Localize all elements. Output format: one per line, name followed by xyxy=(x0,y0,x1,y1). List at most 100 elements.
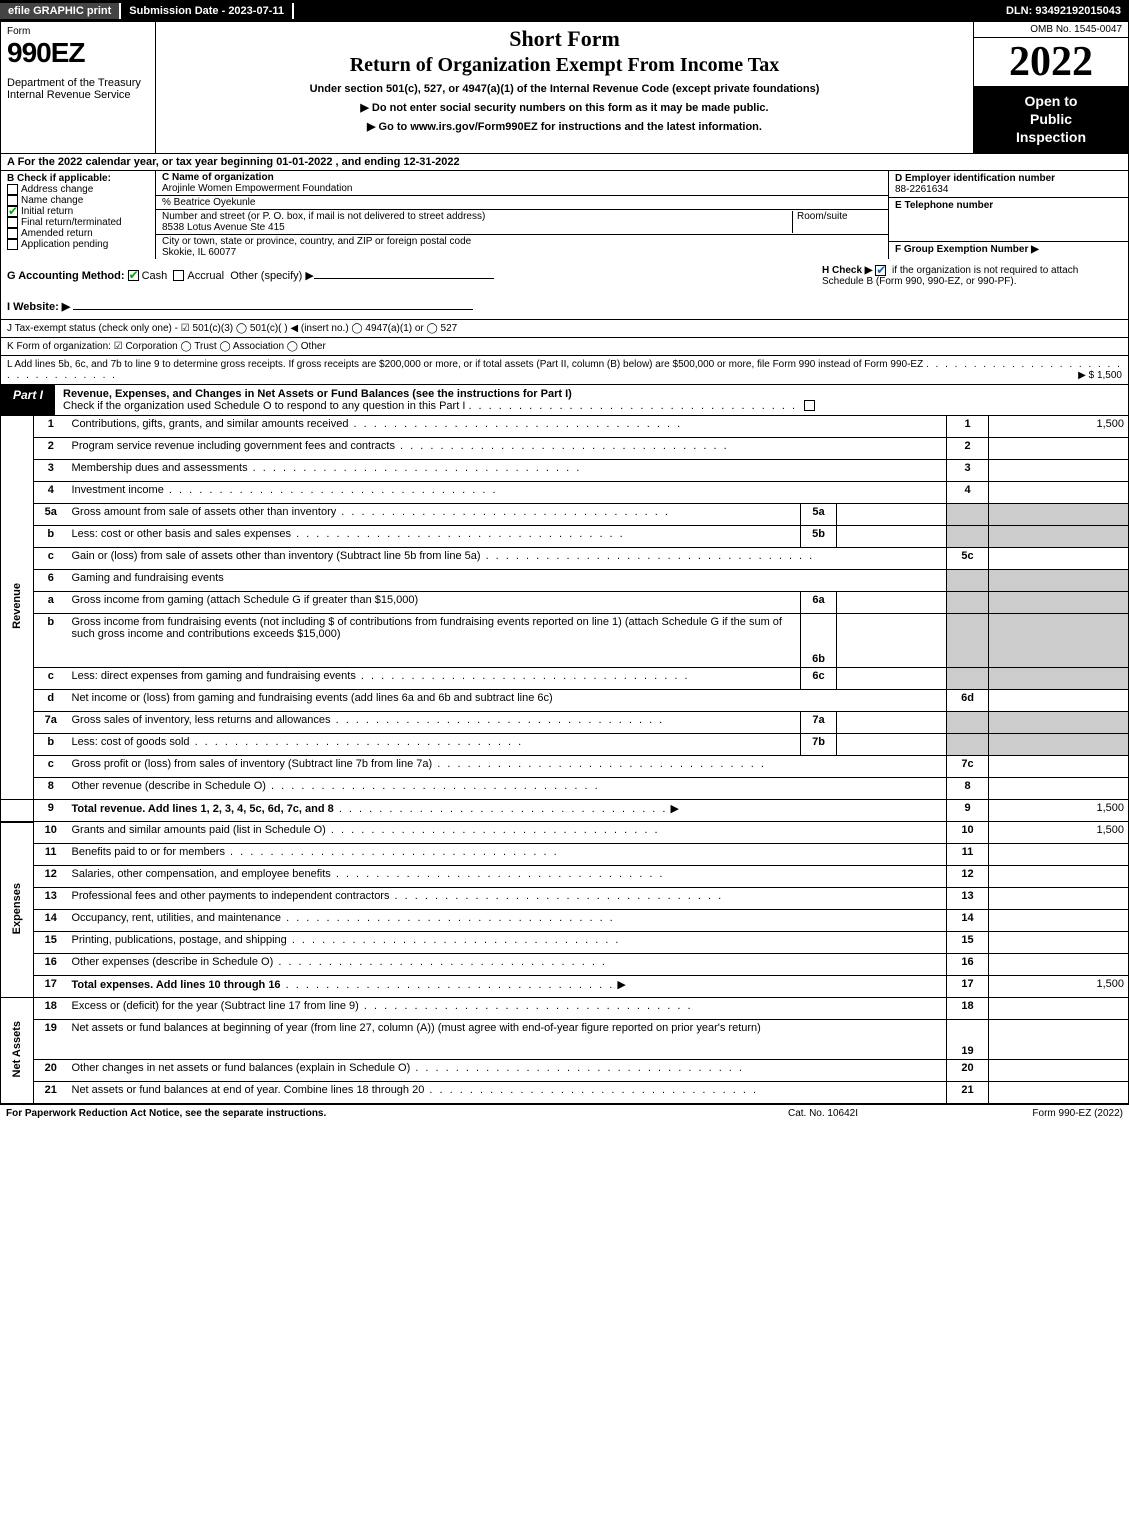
line-mid-num: 5b xyxy=(801,526,837,548)
section-h: H Check ▶ if the organization is not req… xyxy=(822,265,1122,313)
efile-print-label[interactable]: efile GRAPHIC print xyxy=(0,3,121,19)
table-row: 12 Salaries, other compensation, and emp… xyxy=(1,866,1129,888)
line-num: 1 xyxy=(34,416,68,438)
table-row: 21 Net assets or fund balances at end of… xyxy=(1,1082,1129,1104)
line-right-num: 17 xyxy=(947,976,989,998)
line-right-val xyxy=(989,1020,1129,1060)
line-right-num-shade xyxy=(947,734,989,756)
ghi-row: G Accounting Method: Cash Accrual Other … xyxy=(0,259,1129,320)
line-num: 2 xyxy=(34,438,68,460)
line-right-num-shade xyxy=(947,712,989,734)
line-right-num-shade xyxy=(947,526,989,548)
line-right-num-shade xyxy=(947,614,989,668)
line-right-num: 16 xyxy=(947,954,989,976)
check-final-return[interactable]: Final return/terminated xyxy=(7,217,149,228)
line-desc: Benefits paid to or for members xyxy=(68,844,947,866)
check-application-pending[interactable]: Application pending xyxy=(7,239,149,250)
line-desc: Other expenses (describe in Schedule O) xyxy=(68,954,947,976)
org-name-label: C Name of organization xyxy=(162,172,274,183)
table-row: 17 Total expenses. Add lines 10 through … xyxy=(1,976,1129,998)
line-desc: Other revenue (describe in Schedule O) xyxy=(68,778,947,800)
line-right-val xyxy=(989,888,1129,910)
table-row: 11 Benefits paid to or for members 11 xyxy=(1,844,1129,866)
line-num: 11 xyxy=(34,844,68,866)
line-desc: Salaries, other compensation, and employ… xyxy=(68,866,947,888)
irs-label: Internal Revenue Service xyxy=(7,89,149,101)
website-field[interactable] xyxy=(73,296,473,310)
submission-date: Submission Date - 2023-07-11 xyxy=(121,3,294,19)
table-row: 20 Other changes in net assets or fund b… xyxy=(1,1060,1129,1082)
table-row: 15 Printing, publications, postage, and … xyxy=(1,932,1129,954)
line-num: c xyxy=(34,756,68,778)
line-mid-val xyxy=(837,504,947,526)
check-amended-return[interactable]: Amended return xyxy=(7,228,149,239)
line-right-val xyxy=(989,866,1129,888)
expenses-side-label: Expenses xyxy=(1,822,34,998)
line-mid-num: 7a xyxy=(801,712,837,734)
section-b-title: B Check if applicable: xyxy=(7,173,149,184)
line-right-val xyxy=(989,778,1129,800)
line-right-val: 1,500 xyxy=(989,976,1129,998)
line-right-val xyxy=(989,690,1129,712)
check-application-pending-label: Application pending xyxy=(21,239,108,250)
form-header: Form 990EZ Department of the Treasury In… xyxy=(0,22,1129,154)
ein-label: D Employer identification number xyxy=(895,173,1055,184)
part1-schedule-o-check[interactable] xyxy=(804,400,815,411)
other-label: Other (specify) ▶ xyxy=(230,270,314,282)
footer-right: Form 990-EZ (2022) xyxy=(923,1108,1123,1119)
footer-left: For Paperwork Reduction Act Notice, see … xyxy=(6,1108,723,1119)
line-right-val xyxy=(989,482,1129,504)
omb-number: OMB No. 1545-0047 xyxy=(974,22,1128,38)
goto-link[interactable]: ▶ Go to www.irs.gov/Form990EZ for instru… xyxy=(164,120,965,133)
line-mid-val xyxy=(837,734,947,756)
check-name-change[interactable]: Name change xyxy=(7,195,149,206)
line-desc: Total expenses. Add lines 10 through 16 … xyxy=(68,976,947,998)
check-cash[interactable] xyxy=(128,270,139,281)
line-right-val-shade xyxy=(989,526,1129,548)
line-right-val xyxy=(989,954,1129,976)
table-row: Expenses 10 Grants and similar amounts p… xyxy=(1,822,1129,844)
check-initial-return[interactable]: Initial return xyxy=(7,206,149,217)
table-row: 5a Gross amount from sale of assets othe… xyxy=(1,504,1129,526)
other-specify-field[interactable] xyxy=(314,265,494,279)
line-num: 4 xyxy=(34,482,68,504)
h-label: H Check ▶ xyxy=(822,265,872,276)
line-right-val-shade xyxy=(989,592,1129,614)
line-desc: Gain or (loss) from sale of assets other… xyxy=(68,548,947,570)
line-desc: Investment income xyxy=(68,482,947,504)
street-block: Number and street (or P. O. box, if mail… xyxy=(156,210,888,235)
header-left: Form 990EZ Department of the Treasury In… xyxy=(1,22,156,153)
line-right-val-shade xyxy=(989,504,1129,526)
website-row: I Website: ▶ xyxy=(7,296,802,313)
dept-treasury: Department of the Treasury xyxy=(7,77,149,89)
line-mid-val xyxy=(837,712,947,734)
i-label: I Website: ▶ xyxy=(7,301,70,313)
line-right-val-shade xyxy=(989,570,1129,592)
line-right-num: 11 xyxy=(947,844,989,866)
check-address-change-label: Address change xyxy=(21,184,93,195)
line-right-num: 12 xyxy=(947,866,989,888)
table-row: 2 Program service revenue including gove… xyxy=(1,438,1129,460)
city-label: City or town, state or province, country… xyxy=(162,236,471,247)
line-desc: Program service revenue including govern… xyxy=(68,438,947,460)
check-h[interactable] xyxy=(875,265,886,276)
cash-label: Cash xyxy=(142,270,168,282)
form-number: 990EZ xyxy=(7,37,149,69)
line-mid-num: 6b xyxy=(801,614,837,668)
room-suite-label: Room/suite xyxy=(792,211,882,233)
line-desc: Gross sales of inventory, less returns a… xyxy=(68,712,801,734)
line-desc: Net assets or fund balances at beginning… xyxy=(68,1020,947,1060)
line-num: 20 xyxy=(34,1060,68,1082)
line-right-val xyxy=(989,460,1129,482)
header-center: Short Form Return of Organization Exempt… xyxy=(156,22,973,153)
line-num: 18 xyxy=(34,998,68,1020)
line-num: 8 xyxy=(34,778,68,800)
tax-year: 2022 xyxy=(974,38,1128,86)
check-accrual[interactable] xyxy=(173,270,184,281)
line-right-num: 20 xyxy=(947,1060,989,1082)
line-right-val xyxy=(989,438,1129,460)
line-right-num: 3 xyxy=(947,460,989,482)
line-mid-val xyxy=(837,614,947,668)
check-initial-return-label: Initial return xyxy=(21,206,73,217)
check-address-change[interactable]: Address change xyxy=(7,184,149,195)
